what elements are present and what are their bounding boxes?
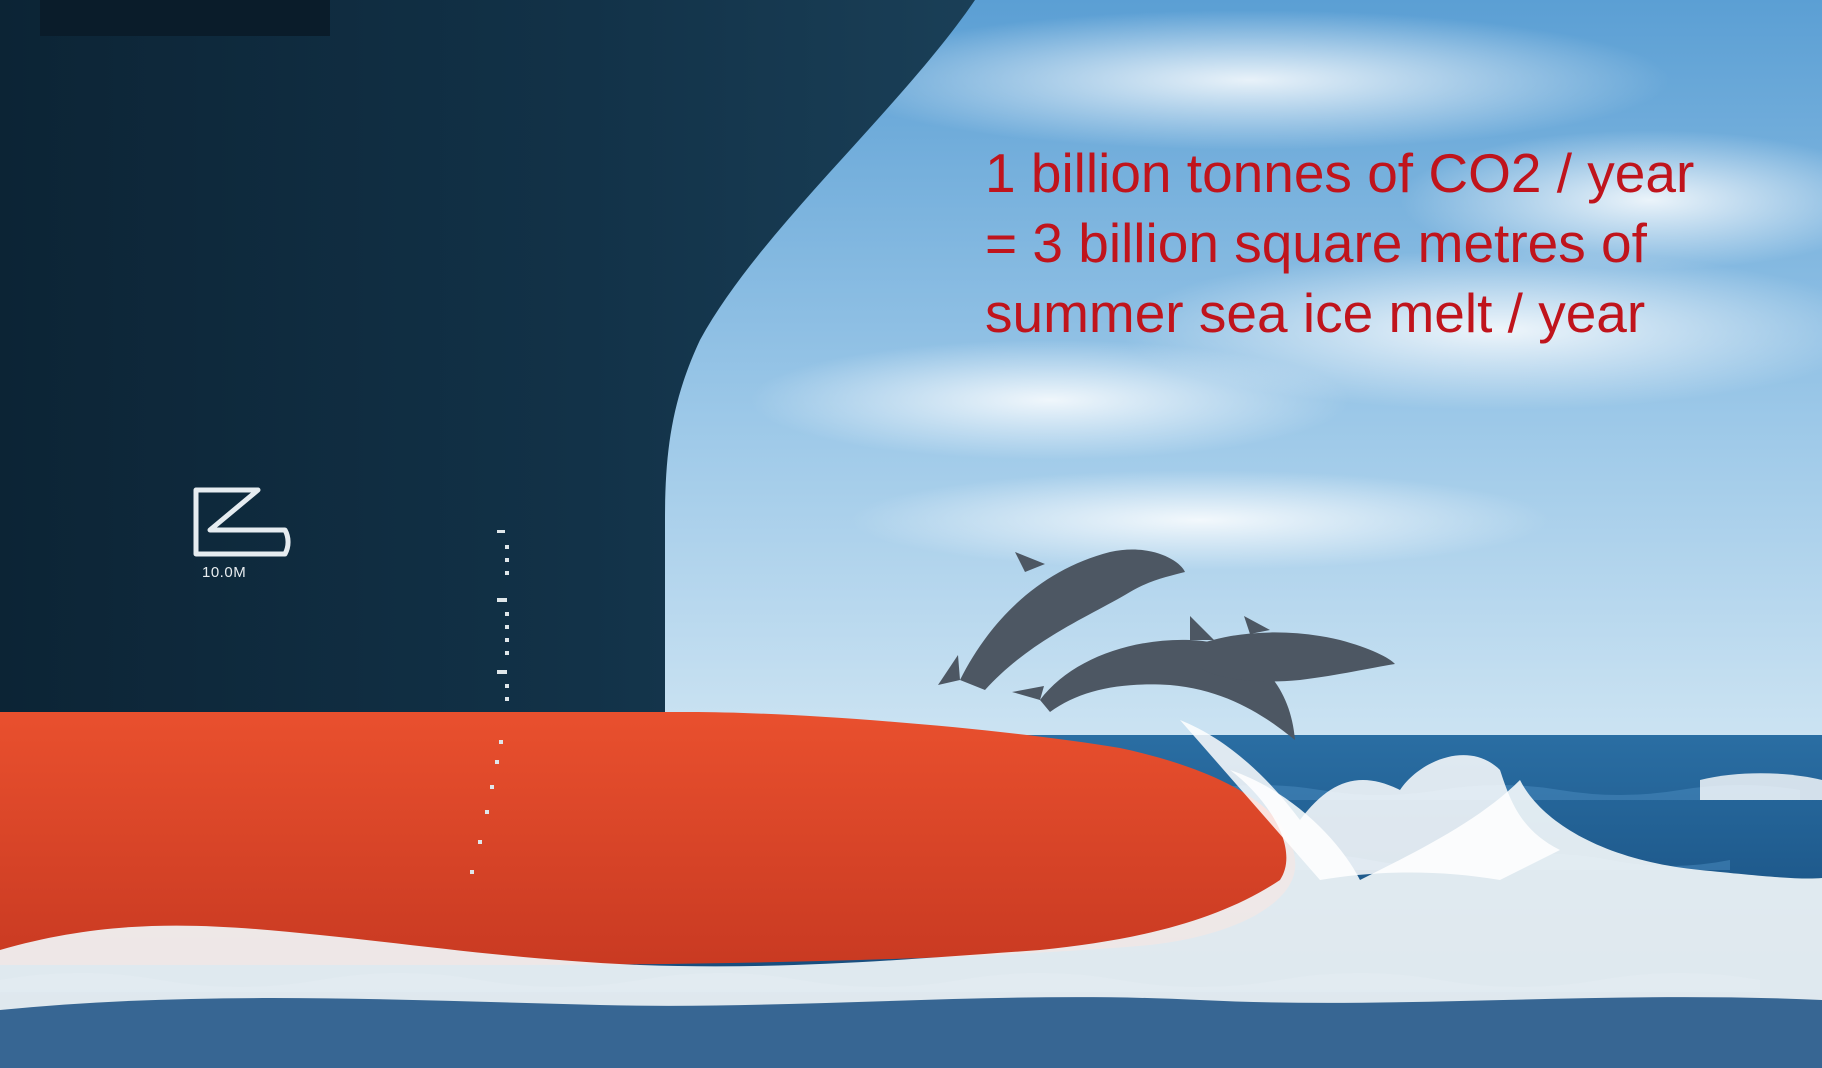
draft-mark-symbol bbox=[193, 487, 291, 557]
ship-hull bbox=[0, 0, 975, 735]
clouds bbox=[750, 10, 1822, 570]
sea-foreground bbox=[0, 997, 1822, 1068]
waves-foam bbox=[0, 720, 1822, 1068]
dolphin-left bbox=[938, 549, 1185, 690]
draft-scale-marks bbox=[470, 530, 509, 874]
ship-bulbous-bow bbox=[0, 712, 1296, 965]
caption-line-1: 1 billion tonnes of CO2 / year bbox=[985, 142, 1695, 204]
caption-text: 1 billion tonnes of CO2 / year = 3 billi… bbox=[985, 138, 1805, 348]
caption-line-2: = 3 billion square metres of bbox=[985, 212, 1647, 274]
draft-mark-label: 10.0M bbox=[202, 564, 247, 581]
caption-line-3: summer sea ice melt / year bbox=[985, 282, 1646, 344]
hull-top-band bbox=[40, 0, 330, 36]
dolphin-right bbox=[1190, 616, 1395, 682]
dolphins bbox=[938, 549, 1395, 740]
